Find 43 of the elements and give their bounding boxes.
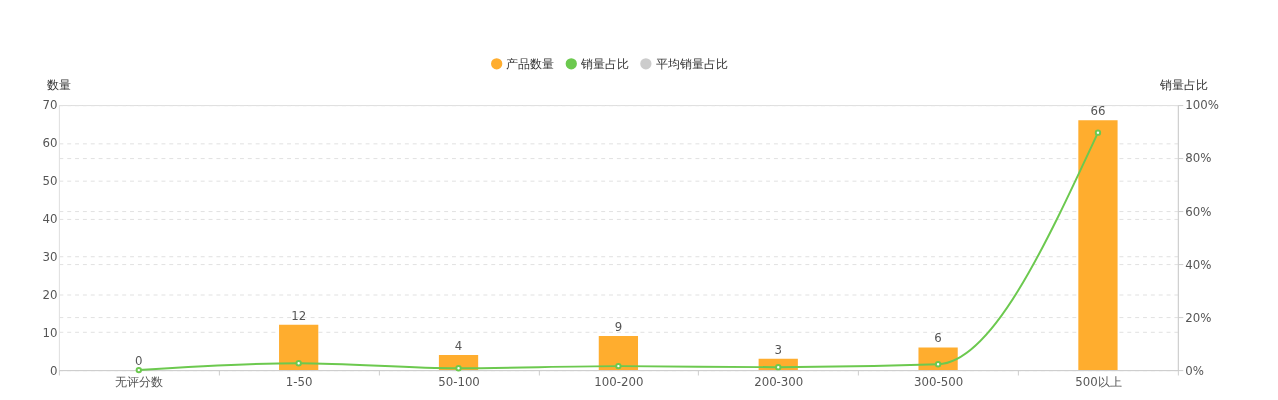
- data-label: 6: [934, 331, 942, 346]
- point: [135, 366, 142, 374]
- legend-label: 销量占比: [580, 56, 630, 71]
- legend-label: 平均销量占比: [655, 56, 728, 71]
- x-tick-label: 200-300: [754, 375, 804, 390]
- y2-tick-label: 0%: [1185, 363, 1204, 378]
- y2-tick-label: 20%: [1185, 310, 1212, 325]
- y2-tick-label: 100%: [1185, 98, 1219, 113]
- y-tick-label: 40: [42, 212, 58, 227]
- data-label: 3: [774, 342, 782, 357]
- x-tick-label: 300-500: [914, 375, 964, 390]
- y-tick-label: 30: [42, 249, 58, 264]
- bar: [279, 324, 319, 371]
- x-tick-label: 1-50: [285, 375, 313, 390]
- legend-label: 产品数量: [506, 56, 555, 71]
- bar: [598, 336, 639, 371]
- y2-axis-title: 销量占比: [1158, 77, 1208, 92]
- y-tick-label: 10: [42, 325, 58, 340]
- y-tick-label: 20: [42, 287, 58, 302]
- data-label: 0: [135, 354, 143, 369]
- point: [615, 362, 622, 370]
- point: [295, 360, 302, 367]
- y-tick-label: 60: [42, 136, 58, 151]
- point: [455, 365, 462, 372]
- data-label: 4: [454, 339, 463, 354]
- y2-tick-label: 80%: [1185, 151, 1212, 166]
- x-tick-label: 500以上: [1075, 375, 1122, 390]
- bar: [1078, 120, 1118, 371]
- y-axis-title: 数量: [47, 77, 72, 92]
- data-label: 9: [614, 320, 623, 335]
- x-tick-label: 100-200: [594, 375, 644, 390]
- y-tick-label: 70: [42, 98, 58, 113]
- y2-tick-label: 60%: [1185, 204, 1212, 219]
- point: [1094, 129, 1102, 136]
- data-label: 66: [1090, 104, 1106, 119]
- x-tick-label: 无评分数: [115, 375, 164, 390]
- y-tick-label: 50: [42, 174, 58, 189]
- point: [775, 364, 782, 371]
- data-label: 12: [291, 308, 307, 323]
- x-tick-label: 50-100: [438, 375, 480, 390]
- point: [934, 361, 942, 368]
- y-tick-label: 0: [49, 363, 58, 378]
- y2-tick-label: 40%: [1185, 257, 1212, 272]
